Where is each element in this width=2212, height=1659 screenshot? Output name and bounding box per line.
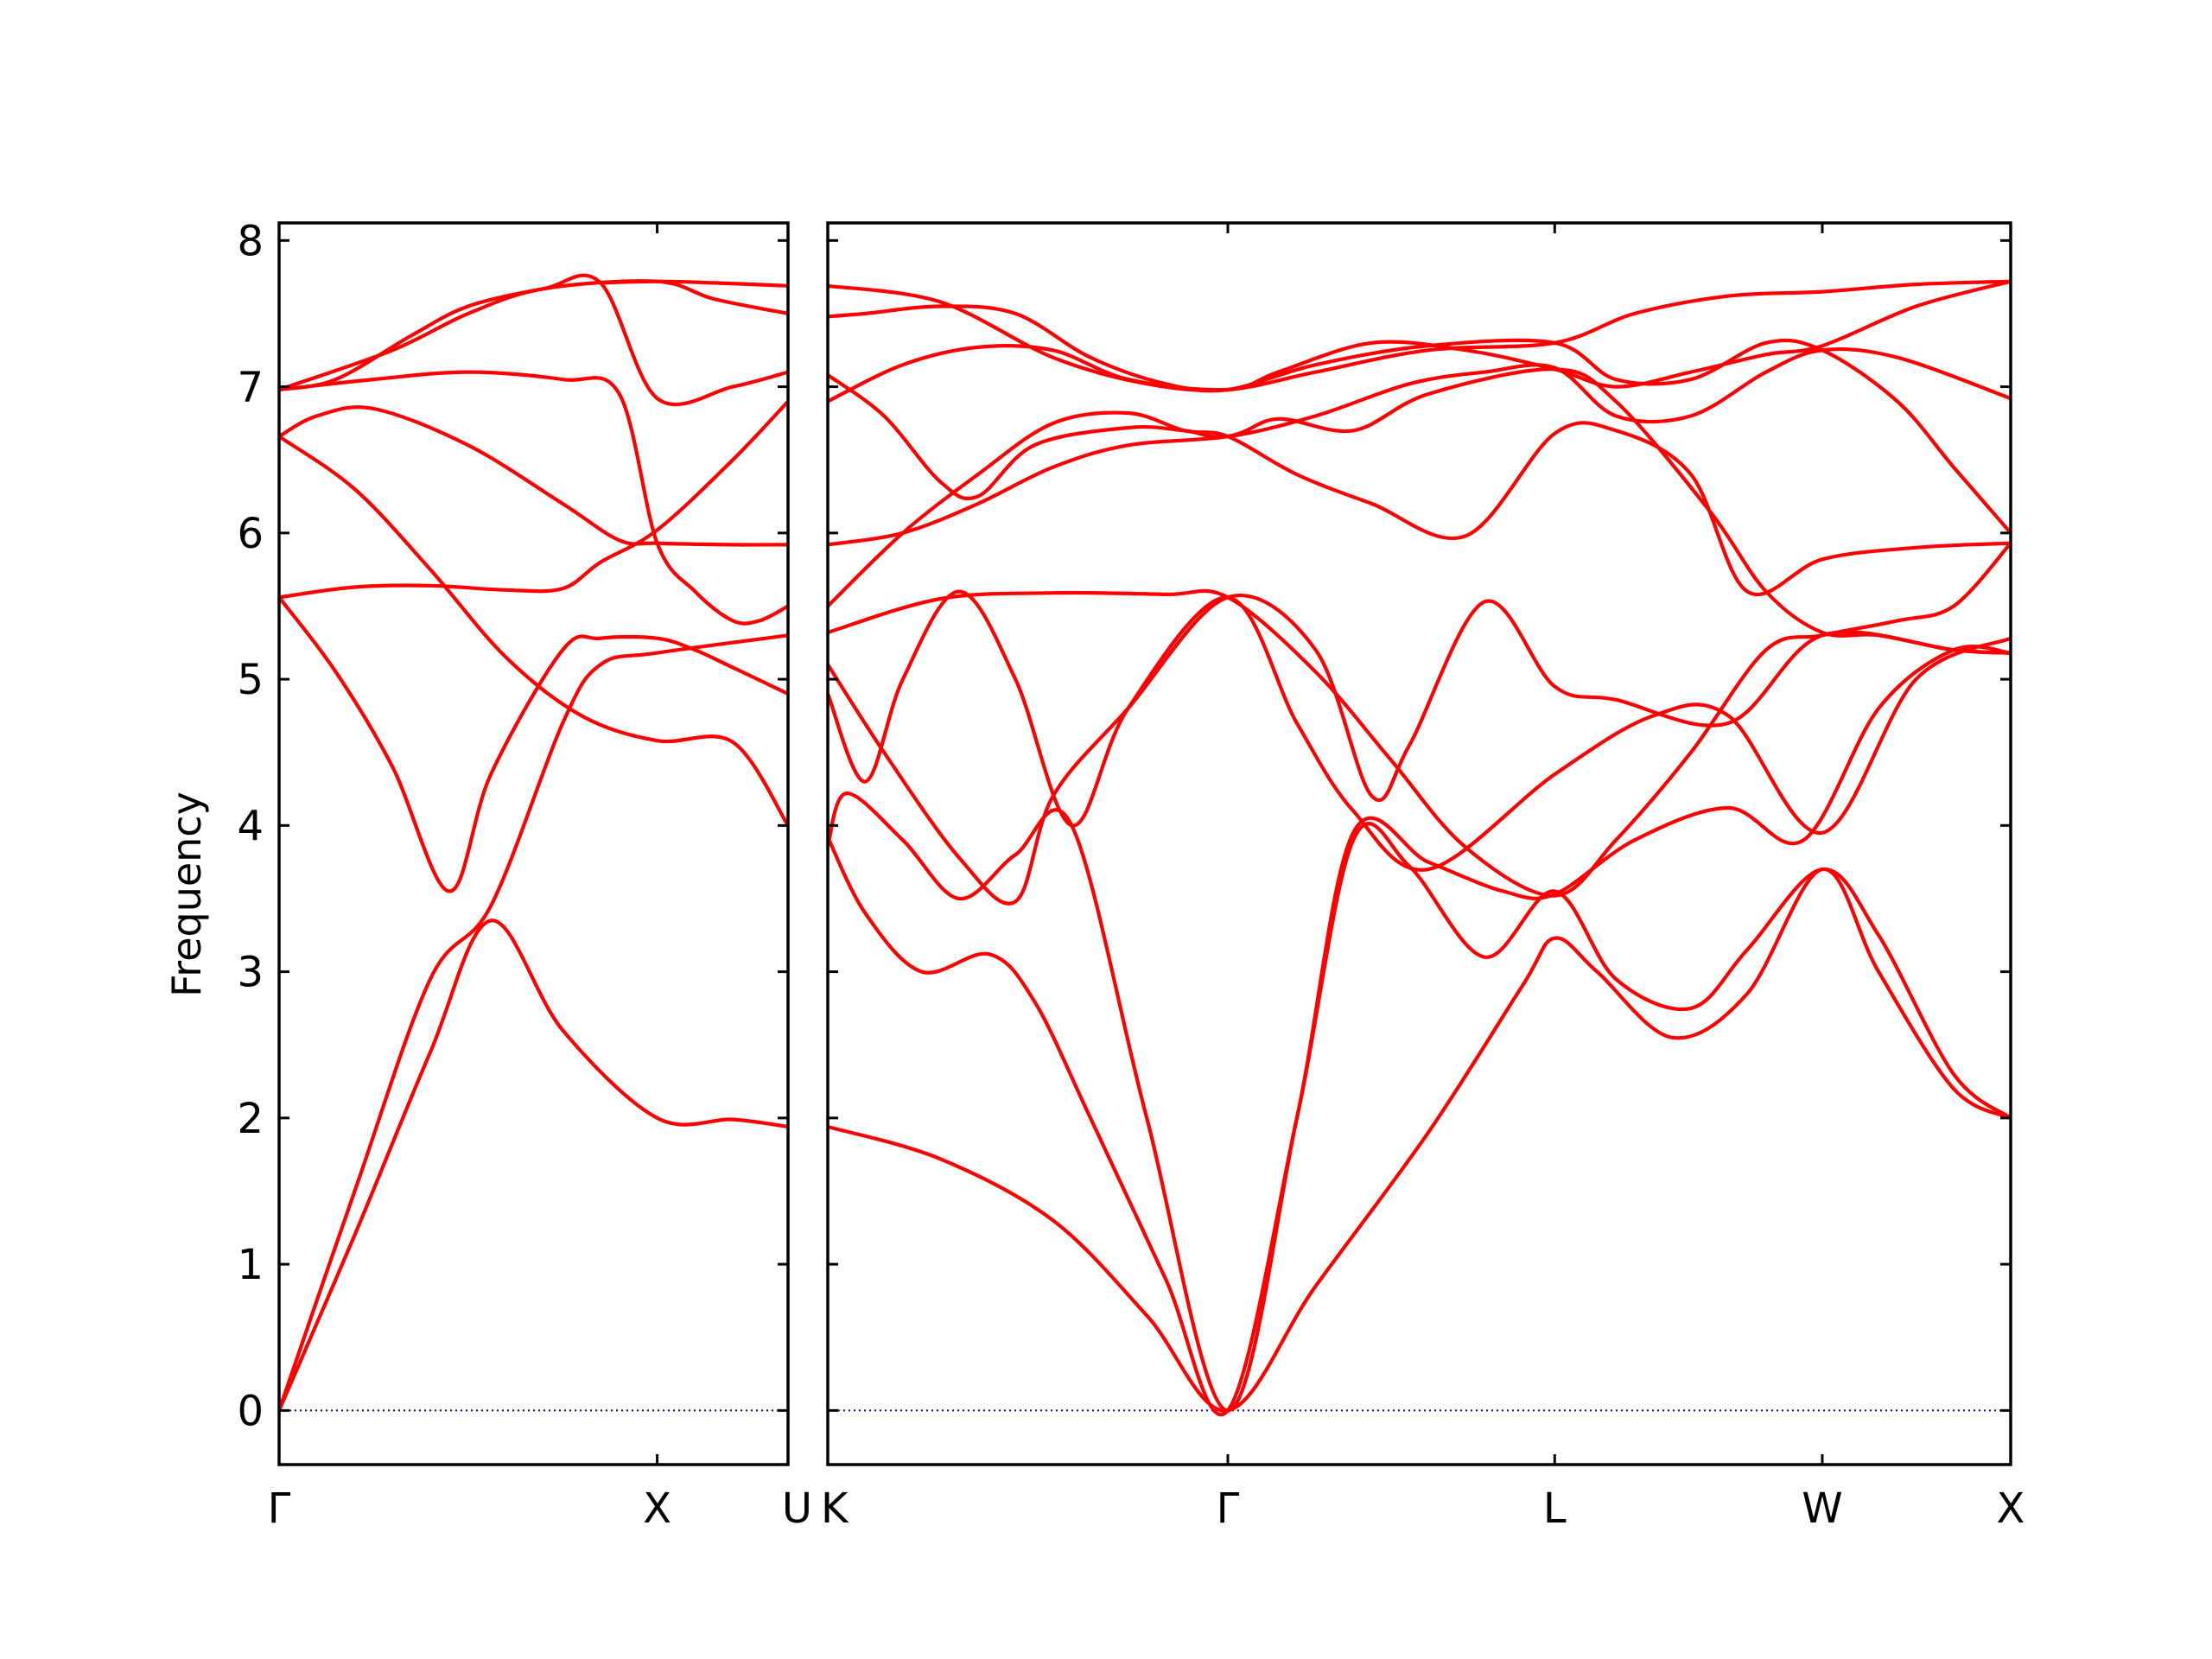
band-line-1-8 — [279, 273, 788, 407]
y-tick-label: 8 — [237, 217, 264, 265]
x-tick-label: X — [643, 1484, 671, 1533]
band-line-1-5 — [279, 435, 788, 828]
ticks-layer: Γ X U K Γ L W X 0 1 2 3 4 5 6 7 8 — [237, 217, 2024, 1533]
band-line-1-6 — [279, 405, 788, 547]
band-line-2-3 — [828, 645, 2011, 1413]
y-tick-label: 6 — [237, 510, 264, 558]
band-line-1-9 — [279, 279, 788, 392]
band-line-2-11 — [828, 304, 2011, 535]
y-tick-label: 3 — [237, 949, 264, 997]
band-line-1-2 — [279, 633, 788, 1413]
y-tick-label: 1 — [237, 1241, 264, 1289]
x-tick-label: W — [1802, 1484, 1842, 1533]
band-line-2-10 — [828, 279, 2011, 404]
panel-frames-layer — [277, 221, 2012, 1466]
band-line-1-1 — [279, 918, 788, 1413]
band-line-2-12 — [828, 279, 2011, 392]
panel-1-bands — [279, 273, 788, 1413]
y-tick-label: 5 — [237, 656, 264, 704]
y-axis-label: Frequency — [163, 791, 210, 997]
band-line-2-9 — [828, 346, 2011, 501]
y-tick-label: 0 — [237, 1387, 264, 1435]
band-line-1-7 — [279, 370, 788, 626]
y-tick-label: 7 — [237, 364, 264, 412]
panel-1-frame — [277, 221, 790, 1466]
band-line-2-2 — [828, 822, 2011, 1417]
band-line-2-1 — [828, 867, 2011, 1413]
band-line-2-4 — [828, 589, 2011, 872]
x-tick-label: Γ — [268, 1484, 291, 1533]
band-line-2-5 — [828, 594, 2011, 906]
x-tick-label: X — [1997, 1484, 2025, 1533]
band-line-2-6 — [828, 541, 2011, 898]
band-line-2-8 — [828, 367, 2011, 655]
x-tick-label: Γ — [1217, 1484, 1240, 1533]
panel-2-bands — [828, 279, 2011, 1417]
x-tick-label: U — [782, 1484, 812, 1533]
band-line-1-4 — [279, 399, 788, 600]
band-line-1-3 — [279, 595, 788, 893]
x-tick-label: K — [821, 1484, 849, 1533]
x-tick-label: L — [1543, 1484, 1567, 1533]
band-lines-layer — [279, 273, 2011, 1417]
band-line-1-10 — [598, 279, 788, 288]
y-tick-label: 4 — [237, 802, 264, 850]
band-line-2-7 — [828, 410, 2011, 608]
panel-2-frame — [826, 221, 2012, 1466]
y-tick-label: 2 — [237, 1095, 264, 1143]
